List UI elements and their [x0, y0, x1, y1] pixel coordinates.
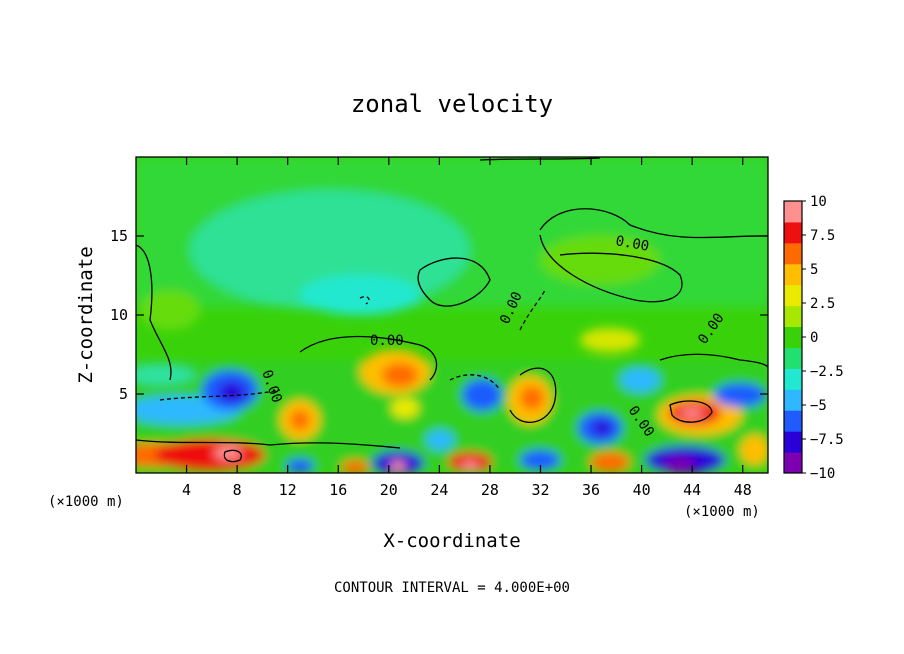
y-axis-label: Z-coordinate: [75, 246, 97, 383]
x-tick-label: 44: [683, 481, 701, 499]
x-tick-label: 16: [329, 481, 347, 499]
colorbar: 10 7.5 5 2.5 0 −2.5 −5 −7.5 −10: [783, 194, 844, 482]
x-tick-label: 48: [734, 481, 752, 499]
x-tick-label: 8: [233, 481, 242, 499]
colorbar-swatch: [784, 326, 802, 348]
contour-label: 0.00: [614, 233, 650, 255]
colorbar-swatch: [784, 452, 802, 474]
colorbar-tick-label: 2.5: [810, 296, 835, 312]
field-layer: [136, 157, 768, 473]
colorbar-swatch: [784, 221, 802, 244]
colorbar-swatch: [784, 431, 802, 453]
colorbar-tick-label: −2.5: [810, 364, 844, 380]
x-unit-right: (×1000 m): [684, 504, 760, 520]
x-tick-label: 40: [633, 481, 651, 499]
x-tick-label: 4: [182, 481, 191, 499]
colorbar-swatch: [784, 263, 802, 286]
x-tick-label: 24: [430, 481, 448, 499]
plot-area: 0.00 0.00 0.00 0.00 0.00 0.00: [136, 157, 768, 473]
contour-lines: [136, 157, 768, 463]
contour-interval-note: CONTOUR INTERVAL = 4.000E+00: [334, 580, 570, 596]
chart-title: zonal velocity: [351, 90, 553, 118]
y-tick-label: 15: [110, 227, 128, 245]
x-axis-label: X-coordinate: [383, 530, 520, 552]
colorbar-swatch: [784, 410, 802, 432]
colorbar-swatch: [784, 368, 802, 390]
x-tick-label: 32: [531, 481, 549, 499]
colorbar-swatch: [784, 284, 802, 307]
colorbar-swatch: [784, 389, 802, 411]
x-tick-label: 36: [582, 481, 600, 499]
colorbar-tick-label: 10: [810, 194, 827, 210]
x-tick-label: 12: [279, 481, 297, 499]
colorbar-tick-label: 5: [810, 262, 818, 278]
x-tick-label: 28: [481, 481, 499, 499]
colorbar-tick-label: 7.5: [810, 228, 835, 244]
colorbar-swatch: [784, 201, 802, 223]
colorbar-tick-label: −10: [810, 466, 835, 482]
colorbar-swatch: [784, 242, 802, 265]
colorbar-swatch: [784, 347, 802, 369]
x-unit-left: (×1000 m): [48, 494, 124, 510]
colorbar-tick-label: 0: [810, 330, 818, 346]
x-tick-label: 20: [380, 481, 398, 499]
colorbar-swatch: [784, 305, 802, 328]
colorbar-tick-label: −5: [810, 398, 827, 414]
contour-label: 0.00: [370, 333, 404, 349]
y-tick-label: 10: [110, 306, 128, 324]
y-tick-label: 5: [119, 385, 128, 403]
colorbar-tick-label: −7.5: [810, 432, 844, 448]
